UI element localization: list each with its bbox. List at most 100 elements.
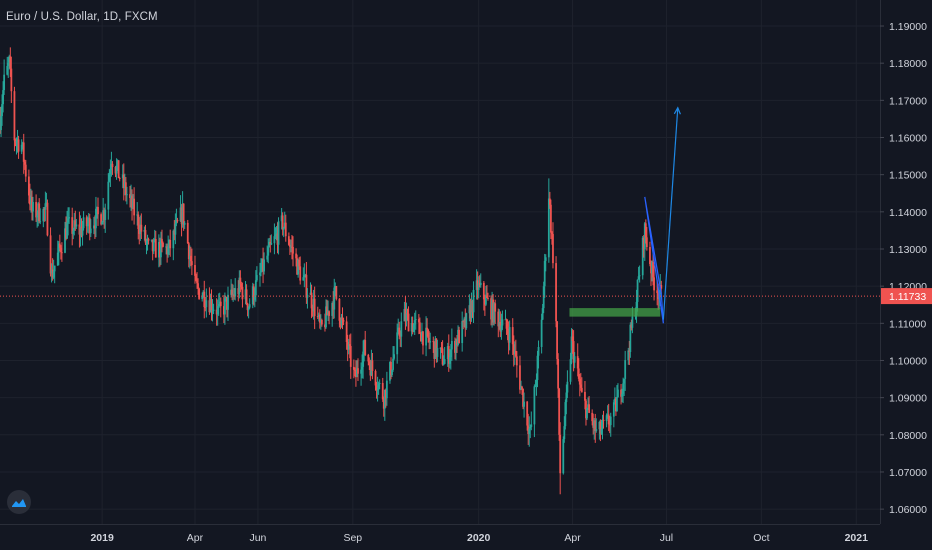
candle-body — [247, 307, 250, 311]
candle-body — [275, 233, 278, 235]
candle-body — [600, 429, 603, 434]
candle-body — [56, 252, 59, 266]
candle-body — [421, 331, 423, 342]
candle-body — [389, 362, 391, 381]
candle-body — [346, 342, 349, 350]
candle-body — [180, 207, 183, 225]
candle-body — [68, 217, 71, 219]
candle-body — [136, 214, 139, 216]
candle-body — [605, 415, 608, 421]
candle-body — [130, 195, 132, 199]
candle-body — [246, 303, 249, 311]
candle-body — [341, 317, 344, 321]
candle-body — [332, 302, 335, 310]
candle-body — [537, 346, 540, 356]
candle-body — [195, 275, 197, 281]
candle-body — [584, 391, 586, 401]
candle-body — [435, 338, 438, 357]
candle-body — [548, 198, 551, 205]
candle-body — [436, 347, 439, 357]
projection-arrow-line[interactable] — [662, 107, 679, 320]
candle-body — [333, 287, 336, 310]
candle-body — [15, 141, 18, 143]
candle-body — [580, 387, 583, 392]
candle-body — [261, 258, 263, 271]
candle-body — [194, 265, 196, 276]
candle-body — [22, 142, 25, 162]
candle-body — [325, 306, 327, 328]
candle-body — [361, 366, 364, 370]
candle-body — [57, 243, 60, 253]
candle-body — [404, 308, 407, 322]
candle-body — [508, 327, 511, 343]
price-tick-label: 1.17000 — [889, 95, 927, 107]
candle-body — [490, 298, 492, 320]
candle-body — [434, 338, 437, 359]
candle-body — [606, 414, 609, 416]
candle-body — [637, 276, 640, 280]
candle-body — [317, 314, 320, 317]
candle-body — [522, 388, 524, 407]
candle-body — [454, 340, 456, 353]
time-axis[interactable]: 2019 Apr Jun Sep 2020 Apr Jul Oct 2021 — [0, 524, 932, 550]
candle-body — [657, 292, 660, 300]
candle-body — [645, 237, 648, 248]
candle-body — [468, 305, 471, 314]
candle-body — [104, 209, 107, 220]
candle-body — [189, 255, 192, 262]
support-zone[interactable] — [569, 308, 661, 317]
price-tick-label: 1.09000 — [889, 393, 927, 405]
candle-body — [266, 255, 269, 260]
candle-body — [144, 230, 147, 243]
candle-body — [521, 386, 523, 389]
candle-body — [572, 341, 575, 363]
candle-body — [407, 313, 410, 332]
candle-body — [403, 308, 406, 322]
candle-body — [24, 164, 27, 177]
candle-body — [608, 424, 611, 426]
candle-body — [230, 289, 232, 295]
candle-body — [259, 272, 261, 276]
candle-body — [375, 385, 378, 390]
candle-body — [487, 297, 489, 299]
candle-body — [1, 104, 3, 117]
candle-body — [302, 277, 305, 281]
candle-body — [579, 384, 582, 388]
candle-body — [66, 222, 68, 239]
candle-body — [569, 359, 572, 382]
tradingview-logo[interactable] — [7, 490, 31, 514]
candle-body — [27, 176, 30, 196]
candle-body — [660, 285, 663, 289]
candle-body — [209, 299, 212, 313]
candle-body — [396, 332, 399, 355]
candle-body — [571, 336, 574, 342]
candle-body — [59, 247, 62, 253]
candle-body — [80, 226, 83, 236]
drawings[interactable] — [569, 106, 681, 324]
candle-body — [133, 198, 136, 216]
candle-body — [92, 225, 95, 229]
candle-body — [588, 404, 590, 413]
candle-body — [476, 280, 479, 290]
candle-body — [414, 319, 417, 321]
candle-body — [73, 220, 76, 231]
candle-body — [280, 215, 283, 222]
candle-body — [269, 241, 272, 245]
candle-body — [72, 230, 75, 234]
candle-body — [494, 303, 497, 312]
triangle-drawing[interactable] — [644, 196, 664, 324]
candle-body — [356, 368, 358, 378]
candle-body — [58, 243, 61, 248]
candle-body — [181, 203, 184, 225]
candle-body — [320, 319, 323, 325]
candle-body — [392, 358, 394, 370]
candle-body — [29, 195, 31, 205]
candle-body — [162, 242, 164, 247]
candle-body — [215, 309, 218, 315]
candle-body — [37, 203, 40, 216]
price-axis[interactable]: 1.06000 1.07000 1.08000 1.09000 1.10000 1.110… — [880, 0, 932, 550]
candle-body — [631, 316, 634, 328]
candle-body — [457, 329, 459, 346]
